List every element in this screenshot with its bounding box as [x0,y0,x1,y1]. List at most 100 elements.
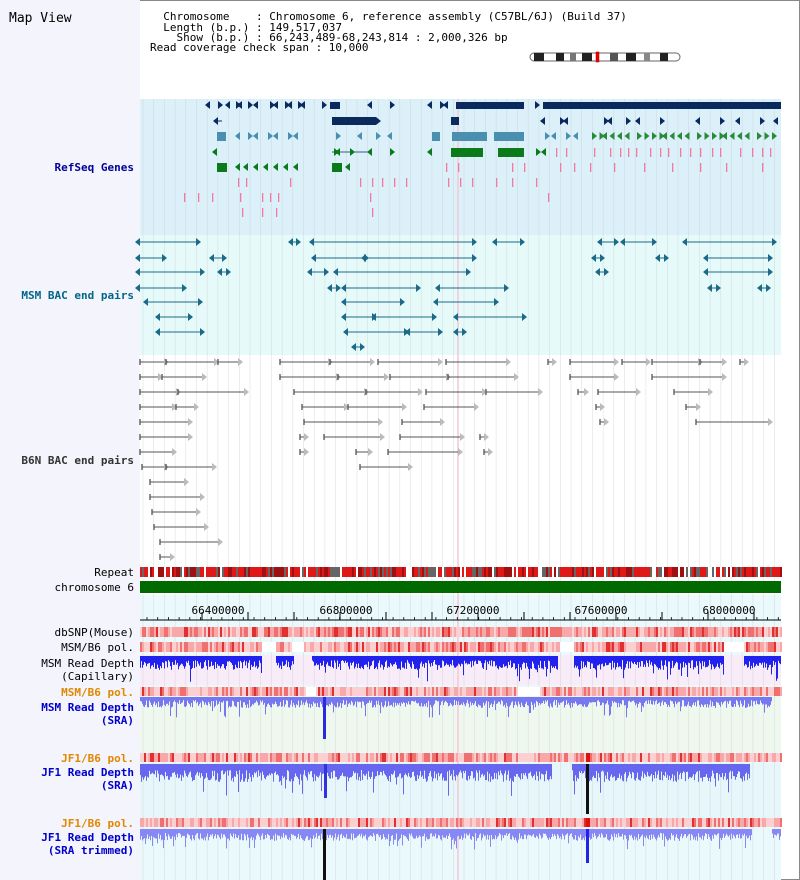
heat-cell [494,818,496,827]
depth-bar [615,656,616,670]
depth-bar [605,829,606,838]
depth-bar [392,697,393,707]
msm-sra-depth-track[interactable] [140,697,772,739]
depth-bar [207,829,208,834]
depth-bar [482,656,483,668]
depth-bar [210,697,211,707]
jf1-sra-depth-track[interactable] [140,764,750,814]
heat-cell [666,627,668,637]
depth-bar [190,829,191,839]
gene-exon-marker [652,132,657,140]
depth-bar [313,829,314,836]
heat-cell [160,687,162,696]
b6n-bac-track[interactable] [139,358,773,561]
heat-cell [282,642,284,652]
depth-bar [588,697,589,705]
heat-cell [200,627,202,637]
depth-bar [349,829,350,839]
heat-cell [406,753,408,762]
heat-cell [140,818,142,827]
dbsnp-track[interactable] [140,627,782,637]
chromosome-ideogram[interactable] [529,51,681,63]
heat-cell [388,627,390,637]
heat-cell [778,627,780,637]
heat-cell [568,818,570,827]
depth-bar [571,829,572,834]
heat-cell [534,627,536,637]
depth-bar [747,829,748,839]
jf1-trimmed-depth-track[interactable] [140,829,781,880]
heat-cell [394,753,396,762]
heat-cell [610,627,612,637]
depth-bar [150,697,151,703]
heat-cell [754,818,756,827]
heat-cell [492,687,494,696]
gene-feature [712,148,714,157]
heat-cell [510,687,512,696]
msm-b6-pol-track-2[interactable] [140,687,782,696]
heat-cell [328,642,330,652]
depth-bar [608,697,609,705]
depth-bar [340,829,341,835]
heat-cell [764,687,766,696]
repeat-track[interactable] [140,567,782,577]
depth-bar [267,697,268,705]
heat-cell [224,753,226,762]
jf1-pol-track-1[interactable] [140,753,782,762]
refseq-gene-track[interactable] [184,101,781,217]
depth-bar [526,697,527,702]
depth-bar [542,697,543,704]
depth-bar [534,656,535,669]
heat-cell [468,627,470,637]
depth-bar [165,656,166,662]
depth-bar [189,697,190,705]
gene-exon-marker [336,132,341,140]
depth-bar [187,656,188,663]
depth-bar [690,829,691,841]
heat-cell [748,642,750,652]
depth-bar [265,764,266,780]
heat-cell [712,627,714,637]
depth-bar [306,764,307,778]
depth-bar [577,829,578,841]
msm-b6-pol-track-1[interactable] [140,642,782,652]
heat-cell [700,687,702,696]
heat-cell [662,627,664,637]
msm-bac-track[interactable] [135,238,777,351]
depth-bar [521,697,522,703]
depth-bar [171,656,172,670]
msm-capillary-depth-track[interactable] [140,656,781,682]
jf1-pol-track-2[interactable] [140,818,782,827]
heat-cell [492,818,494,827]
heat-cell [574,687,576,696]
heat-cell [620,627,622,637]
depth-bar [177,656,178,663]
heat-cell [352,687,354,696]
depth-bar [160,764,161,775]
bac-end-marker [333,268,338,276]
depth-bar [359,656,360,668]
depth-bar [702,829,703,836]
depth-bar [236,697,237,708]
depth-bar [190,656,191,682]
heat-cell [366,627,368,637]
depth-bar [361,656,362,667]
heat-cell [700,642,702,652]
bac-end-marker [370,358,375,366]
depth-bar [693,764,694,775]
heat-cell [340,818,342,827]
gene-feature [262,208,264,217]
depth-bar [354,764,355,774]
depth-bar [279,656,280,668]
heat-cell [142,627,144,637]
heat-cell [452,753,454,762]
heat-cell [246,753,248,762]
heat-cell [274,818,276,827]
heat-cell [216,642,218,652]
heat-cell [332,642,334,652]
depth-bar [446,764,447,781]
chromosome-bar[interactable] [140,581,781,593]
heat-cell [466,753,468,762]
heat-cell [546,627,548,637]
